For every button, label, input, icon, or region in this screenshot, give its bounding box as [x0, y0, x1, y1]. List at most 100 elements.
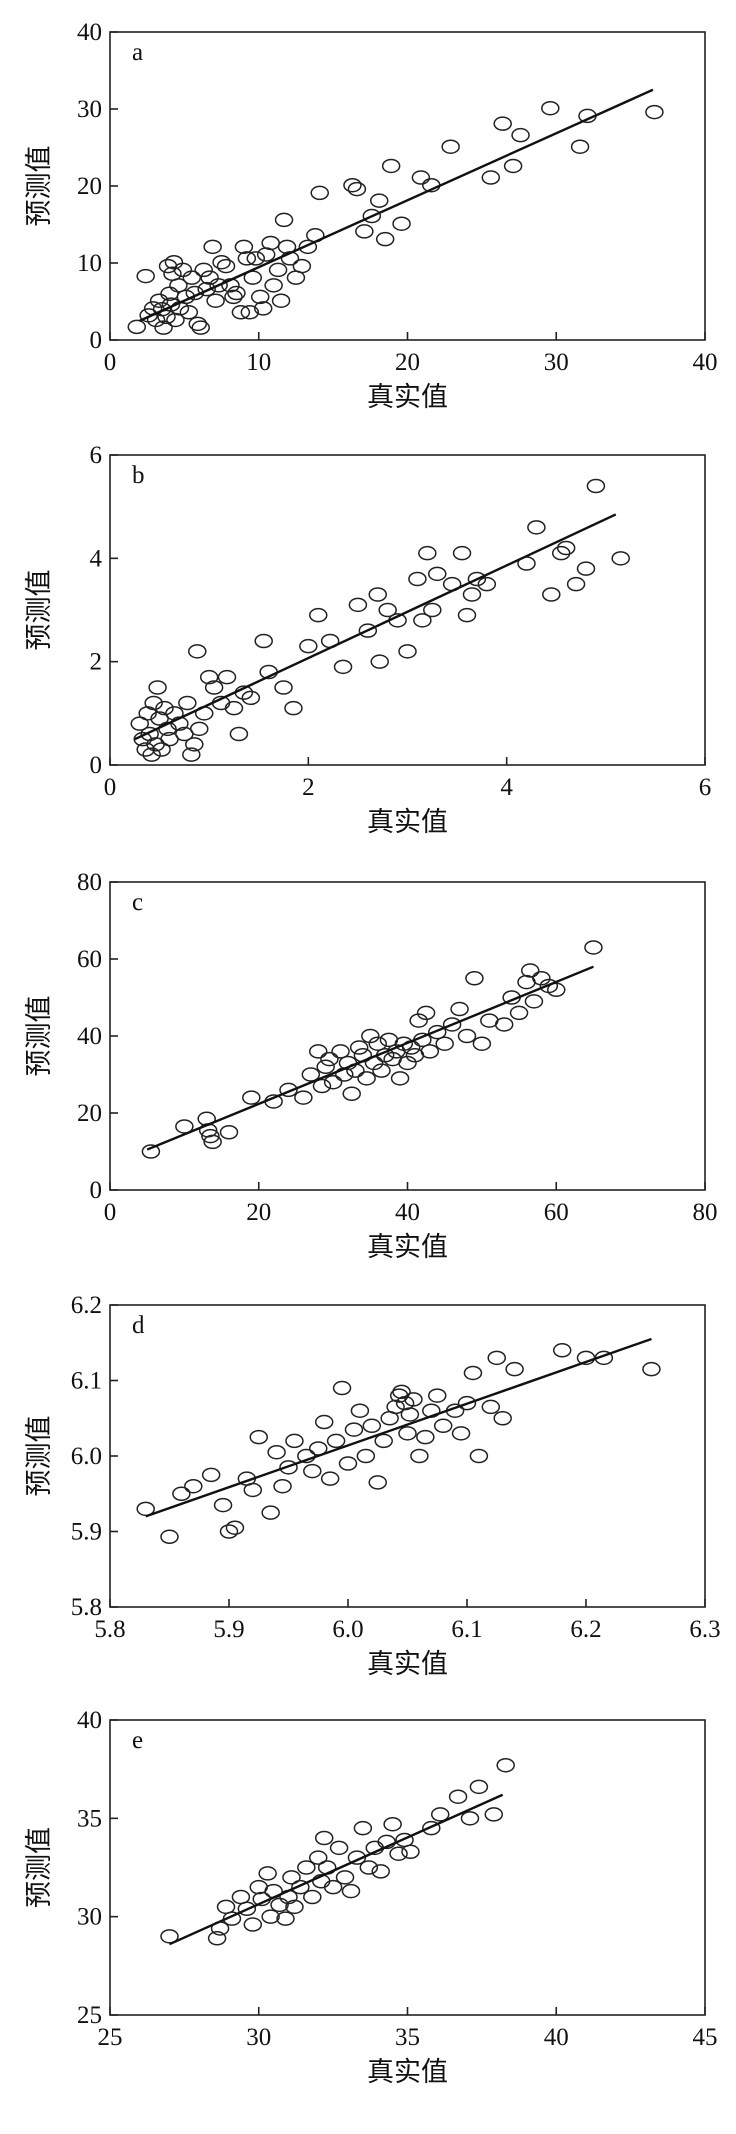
data-point [249, 1429, 268, 1445]
fit-line [139, 88, 654, 322]
data-point [401, 1844, 420, 1860]
y-axis-title: 预测值 [24, 1416, 54, 1497]
x-tick-label: 0 [104, 349, 117, 376]
x-tick-label: 6.0 [332, 1616, 363, 1643]
x-tick-label: 40 [693, 349, 718, 376]
data-point [276, 1911, 295, 1926]
data-point [332, 1380, 352, 1396]
data-point [219, 1125, 239, 1140]
data-point [433, 1418, 453, 1434]
data-point [217, 669, 237, 685]
x-tick-label: 10 [246, 349, 271, 376]
data-point [457, 607, 477, 623]
x-tick-label: 5.9 [213, 1616, 244, 1643]
data-point [441, 139, 460, 154]
data-point [398, 1426, 417, 1441]
x-tick-label: 0 [104, 1199, 117, 1226]
data-point [323, 1879, 343, 1895]
data-point [294, 1090, 313, 1105]
data-point [481, 170, 501, 185]
data-point [452, 545, 472, 561]
data-point [261, 1505, 280, 1520]
y-tick-label: 6.1 [71, 1368, 102, 1395]
data-point [389, 1846, 408, 1861]
data-point [457, 1028, 477, 1044]
data-point [261, 235, 280, 251]
data-point [457, 1395, 477, 1411]
chart-panel-d: 5.8 5.9 6.0 6.1 6.2 6.3 5.8 5.9 6.0 6.1 6.2 d 真实值 预测值 [24, 1292, 721, 1679]
data-point [282, 1870, 301, 1885]
data-point [370, 654, 389, 669]
data-point [207, 1931, 227, 1946]
data-point [231, 305, 251, 320]
x-tick-label: 25 [98, 2024, 123, 2051]
data-point [343, 177, 362, 193]
x-tick-label: 6.1 [451, 1616, 482, 1643]
data-point [279, 1082, 298, 1098]
data-point [392, 216, 411, 231]
data-point [225, 1520, 245, 1535]
data-point [169, 278, 188, 293]
data-point [375, 231, 395, 247]
data-point [303, 1889, 322, 1905]
data-point [241, 690, 261, 706]
data-point [469, 1448, 489, 1464]
data-point [356, 1448, 376, 1464]
data-point [552, 1343, 572, 1358]
data-point [285, 1899, 304, 1915]
data-point [586, 478, 606, 494]
data-point [309, 1850, 328, 1865]
data-point [348, 597, 368, 613]
data-point [335, 1870, 355, 1885]
data-point [320, 1051, 339, 1067]
x-tick-label: 6.2 [570, 1616, 601, 1643]
y-axis-title: 预测值 [24, 146, 54, 227]
data-point [314, 1414, 334, 1430]
data-point [314, 1830, 334, 1846]
data-point [462, 587, 482, 602]
x-tick-label: 45 [693, 2024, 718, 2051]
data-point [547, 982, 566, 998]
data-point [378, 602, 397, 618]
data-point [428, 566, 447, 582]
x-axis-title: 真实值 [367, 807, 448, 837]
x-tick-label: 20 [395, 349, 420, 376]
y-tick-label: 10 [77, 250, 102, 277]
data-point [253, 301, 273, 316]
data-point [190, 721, 209, 737]
data-point [541, 100, 560, 116]
data-point [467, 571, 487, 587]
data-point [398, 1055, 417, 1071]
data-point [463, 1365, 483, 1381]
data-point [477, 576, 497, 592]
data-point [309, 1044, 328, 1059]
y-tick-label: 6.0 [71, 1443, 102, 1470]
data-point [243, 1917, 263, 1932]
data-point [326, 1433, 346, 1449]
y-tick-label: 20 [77, 1100, 102, 1127]
plot-frame [109, 1719, 706, 2016]
data-point [368, 587, 387, 602]
data-point [303, 1463, 322, 1479]
data-point [611, 551, 630, 566]
y-axis-title: 预测值 [24, 570, 54, 651]
data-point [511, 127, 530, 143]
data-point [242, 1090, 261, 1105]
panel-letter: e [132, 1727, 143, 1754]
data-point [274, 212, 294, 228]
data-point [173, 262, 193, 278]
data-point [329, 1840, 349, 1856]
x-tick-label: 30 [246, 2024, 271, 2051]
y-tick-label: 35 [77, 1805, 102, 1832]
data-point [386, 1399, 405, 1415]
data-point [400, 1407, 420, 1422]
data-point [209, 278, 228, 293]
y-tick-label: 0 [90, 752, 103, 779]
data-point [155, 700, 174, 716]
data-point [203, 1134, 222, 1150]
data-point [204, 680, 224, 695]
data-point [172, 1486, 191, 1501]
data-point [148, 680, 167, 695]
data-point [493, 116, 512, 131]
data-point [576, 561, 596, 576]
